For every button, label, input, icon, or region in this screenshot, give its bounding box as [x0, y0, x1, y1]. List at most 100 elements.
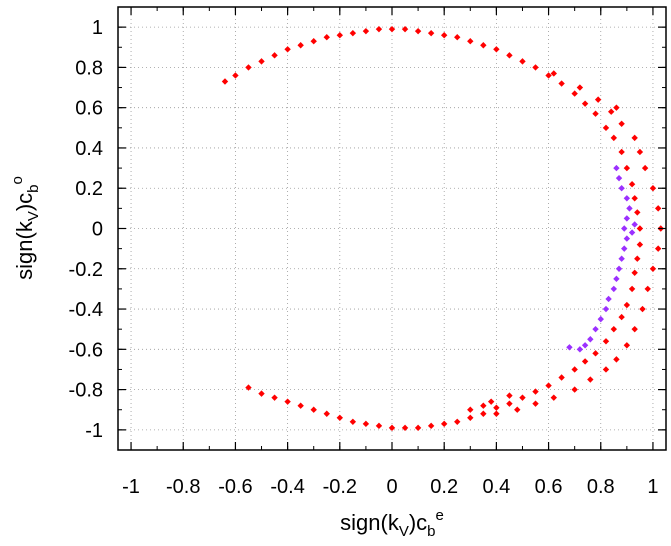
data-point-series-0 [532, 400, 539, 407]
data-point-series-0 [576, 84, 584, 91]
data-point-series-0 [618, 313, 625, 321]
data-point-series-0 [493, 46, 500, 53]
data-point-series-0 [628, 181, 636, 188]
data-point-series-0 [639, 305, 646, 313]
data-point-series-1 [615, 265, 623, 272]
data-point-series-0 [631, 325, 638, 333]
data-point-series-0 [587, 376, 594, 383]
data-point-series-0 [592, 110, 599, 117]
data-point-series-0 [271, 52, 278, 59]
y-tick-label: 0.2 [75, 178, 103, 200]
data-point-series-0 [550, 394, 557, 401]
y-tick-label: 0.8 [75, 57, 103, 79]
data-point-series-1 [618, 255, 625, 262]
data-point-series-1 [602, 305, 610, 313]
data-point-series-0 [623, 342, 631, 349]
data-point-series-1 [587, 336, 594, 343]
data-point-series-0 [480, 42, 487, 49]
data-point-series-0 [514, 406, 521, 413]
data-point-series-0 [631, 195, 638, 202]
data-point-series-1 [626, 205, 633, 212]
data-point-series-0 [545, 382, 552, 389]
data-point-series-0 [323, 34, 330, 41]
data-point-series-0 [506, 392, 513, 399]
data-point-series-0 [310, 406, 317, 413]
data-point-series-0 [519, 58, 526, 65]
data-point-series-1 [623, 215, 631, 222]
data-point-series-0 [571, 386, 578, 393]
data-point-series-0 [550, 70, 557, 77]
y-tick-label: -0.4 [69, 299, 103, 321]
data-point-series-1 [623, 235, 631, 242]
data-point-series-0 [506, 52, 513, 59]
data-point-series-0 [623, 164, 631, 172]
data-point-series-0 [519, 394, 526, 401]
data-point-series-0 [297, 42, 304, 49]
x-tick-label: -0.2 [323, 476, 357, 498]
data-point-series-0 [480, 402, 487, 409]
data-point-series-0 [545, 72, 552, 79]
data-point-series-0 [532, 388, 539, 395]
data-point-series-0 [618, 148, 625, 156]
data-point-series-0 [618, 120, 625, 127]
data-point-series-1 [615, 174, 623, 182]
data-point-series-1 [631, 221, 638, 228]
data-point-series-0 [610, 325, 618, 333]
data-point-series-0 [362, 27, 370, 35]
data-point-series-0 [487, 398, 495, 405]
data-point-series-0 [375, 422, 383, 430]
data-point-series-0 [602, 338, 610, 345]
data-point-series-1 [623, 195, 631, 202]
data-point-series-0 [631, 269, 638, 276]
data-point-series-0 [493, 410, 500, 417]
data-point-series-1 [597, 315, 604, 323]
data-point-series-0 [613, 104, 620, 111]
data-point-series-0 [427, 29, 435, 37]
x-tick-label: 0.8 [587, 476, 615, 498]
data-point-series-0 [480, 410, 487, 417]
data-point-series-0 [467, 414, 474, 421]
y-tick-label: -0.8 [69, 380, 103, 402]
data-point-series-0 [636, 225, 644, 232]
data-point-series-0 [649, 265, 657, 272]
data-point-series-0 [349, 418, 357, 426]
data-point-series-0 [636, 148, 644, 156]
data-point-series-0 [641, 164, 649, 172]
data-point-series-0 [401, 25, 409, 33]
data-point-series-0 [440, 31, 448, 39]
data-point-series-0 [336, 31, 344, 39]
data-point-series-0 [310, 38, 317, 45]
data-point-series-0 [610, 134, 618, 142]
data-point-series-1 [618, 185, 625, 192]
data-point-series-0 [581, 100, 589, 107]
data-point-series-1 [576, 346, 584, 353]
data-point-series-0 [631, 134, 638, 142]
data-point-series-0 [608, 108, 615, 115]
data-point-series-0 [571, 90, 578, 97]
data-point-series-0 [602, 124, 610, 132]
data-point-series-0 [628, 285, 636, 293]
y-tick-label: -0.2 [69, 259, 103, 281]
axis-ticks [118, 6, 666, 451]
y-tick-label: -1 [85, 420, 103, 442]
x-tick-label: 1 [647, 476, 658, 498]
data-point-series-0 [245, 384, 252, 391]
data-point-series-0 [454, 34, 461, 41]
data-point-series-0 [221, 78, 229, 85]
grid [118, 7, 666, 450]
data-point-series-0 [558, 374, 565, 381]
data-point-series-0 [493, 404, 500, 411]
data-point-series-0 [654, 245, 662, 252]
data-point-series-0 [375, 25, 383, 33]
data-point-series-0 [388, 25, 396, 33]
data-point-series-0 [636, 241, 644, 248]
data-point-series-0 [634, 255, 641, 262]
data-point-series-0 [388, 424, 396, 432]
data-point-series-0 [634, 209, 641, 216]
x-tick-label: -0.4 [270, 476, 304, 498]
y-axis-label: sign(kV)cbo [9, 176, 42, 280]
data-point-series-0 [613, 356, 620, 363]
data-point-series-1 [621, 225, 628, 232]
data-point-series-1 [592, 325, 599, 333]
